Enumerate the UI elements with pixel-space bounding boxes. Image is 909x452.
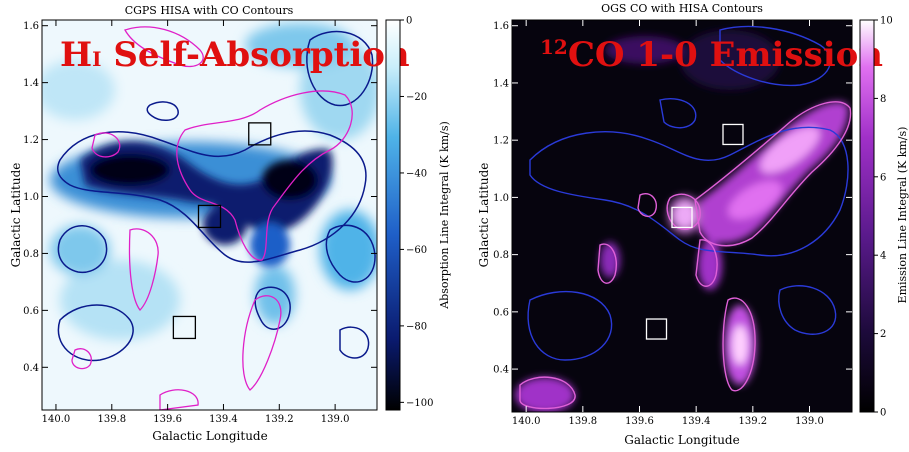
x-tick-label: 140.0 — [512, 416, 541, 427]
region-box — [172, 315, 197, 340]
colorbar-tick-label: 4 — [880, 251, 886, 262]
region-box — [645, 318, 668, 340]
x-tick-label: 139.6 — [625, 416, 654, 427]
y-tick-label: 0.8 — [493, 250, 509, 261]
overlay-rest: CO 1-0 Emission — [568, 35, 883, 75]
panel2-overlay-label: 12CO 1-0 Emission — [540, 35, 883, 75]
panel1-axes: 140.0 139.8 139.6 139.4 139.2 139.0 0.4 0.6 0.8 1… — [23, 20, 377, 425]
x-tick-label: 139.8 — [97, 414, 126, 425]
panel1-ylabel: Galactic Latitude — [9, 163, 23, 268]
y-tick-label: 0.8 — [23, 249, 39, 260]
x-tick-label: 139.0 — [321, 414, 350, 425]
x-tick-label: 139.4 — [209, 414, 238, 425]
y-tick-label: 0.6 — [493, 307, 509, 318]
overlay-h: H — [60, 35, 92, 75]
colorbar-tick-label: −80 — [406, 321, 427, 332]
panel1-xlabel: Galactic Longitude — [152, 429, 267, 443]
panel1-colorbar — [385, 19, 401, 411]
overlay-rest: Self-Absorption — [101, 35, 409, 75]
panel1-title: CGPS HISA with CO Contours — [125, 4, 294, 17]
panel1-frame — [41, 19, 378, 411]
colorbar-tick-label: 8 — [880, 94, 886, 105]
panel1-colorbar-label: Absorption Line Integral (K km/s) — [438, 121, 451, 310]
y-tick-label: 0.6 — [23, 306, 39, 317]
y-tick-label: 0.4 — [493, 365, 509, 376]
panel2-title: OGS CO with HISA Contours — [601, 2, 763, 15]
y-tick-label: 1.4 — [493, 78, 509, 89]
x-tick-label: 139.4 — [682, 416, 711, 427]
x-tick-label: 139.2 — [739, 416, 768, 427]
colorbar-tick-label: 2 — [880, 329, 886, 340]
region-box — [248, 122, 272, 146]
colorbar-tick-label: −20 — [406, 92, 427, 103]
panel1-boxes — [172, 122, 272, 340]
colorbar-tick-label: 10 — [880, 16, 893, 27]
hisa-map — [42, 20, 377, 410]
x-tick-label: 140.0 — [42, 414, 71, 425]
panel2-xlabel: Galactic Longitude — [624, 433, 739, 447]
region-box — [671, 206, 693, 229]
y-tick-label: 1.0 — [493, 193, 509, 204]
x-tick-label: 139.0 — [795, 416, 824, 427]
region-box — [722, 123, 744, 146]
y-tick-label: 1.2 — [23, 135, 39, 146]
colorbar-tick-label: −60 — [406, 245, 427, 256]
panel1-overlay-label: HI Self-Absorption — [60, 35, 410, 75]
y-tick-label: 1.4 — [23, 78, 39, 89]
colorbar-tick-label: 0 — [406, 16, 412, 27]
colorbar-tick-label: 0 — [880, 408, 886, 419]
panel2-boxes — [645, 123, 744, 340]
x-tick-label: 139.6 — [153, 414, 182, 425]
y-tick-label: 1.6 — [23, 21, 39, 32]
y-tick-label: 1.2 — [493, 136, 509, 147]
hisa-panel: CGPS HISA with CO Contours — [9, 4, 451, 443]
co-panel: OGS CO with HISA Contours — [477, 2, 909, 447]
panel2-colorbar-label: Emission Line Integral (K km/s) — [896, 127, 909, 304]
co-map — [512, 20, 852, 412]
colorbar-tick-label: 6 — [880, 172, 886, 183]
x-tick-label: 139.8 — [569, 416, 598, 427]
overlay-roman: I — [92, 47, 101, 71]
panel2-frame — [511, 19, 853, 413]
panel2-axes: 140.0 139.8 139.6 139.4 139.2 139.0 0.4 0.6 0.8 1… — [493, 20, 852, 427]
colorbar-tick-label: −100 — [406, 398, 433, 409]
overlay-sup: 12 — [540, 35, 568, 59]
y-tick-label: 0.4 — [23, 363, 39, 374]
y-tick-label: 1.6 — [493, 21, 509, 32]
x-tick-label: 139.2 — [265, 414, 294, 425]
panel2-colorbar — [859, 19, 875, 413]
panel2-colorbar-ticks: 0 2 4 6 8 10 — [874, 16, 893, 419]
colorbar-tick-label: −40 — [406, 168, 427, 179]
panel1-colorbar-ticks: 0 −20 −40 −60 −80 −100 — [400, 16, 433, 409]
region-box — [197, 204, 222, 229]
y-tick-label: 1.0 — [23, 192, 39, 203]
panel2-ylabel: Galactic Latitude — [477, 163, 491, 268]
